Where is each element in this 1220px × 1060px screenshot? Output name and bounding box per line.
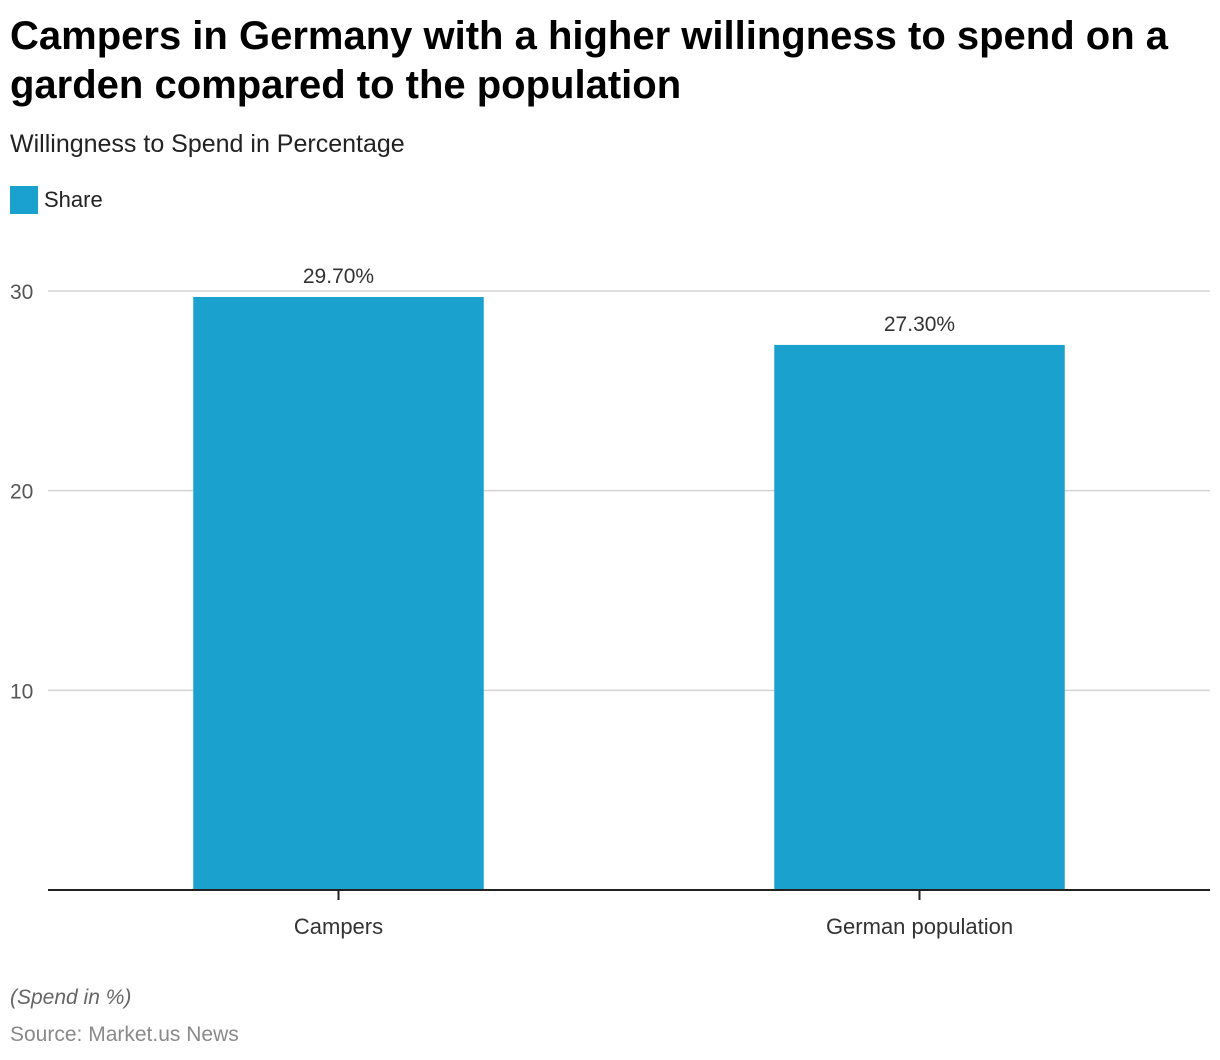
chart-source: Source: Market.us News	[10, 1023, 239, 1046]
x-tick-label: German population	[826, 914, 1013, 939]
data-label: 27.30%	[884, 313, 955, 336]
data-label: 29.70%	[303, 265, 374, 288]
legend-swatch-share	[10, 186, 38, 214]
y-tick-label: 10	[10, 680, 33, 703]
chart-note: (Spend in %)	[10, 986, 132, 1009]
y-tick-label: 30	[10, 281, 33, 304]
chart-subtitle: Willingness to Spend in Percentage	[10, 130, 405, 158]
x-tick-label: Campers	[294, 914, 383, 939]
legend-label-share: Share	[44, 187, 103, 212]
bar	[193, 296, 484, 890]
bar	[774, 344, 1065, 890]
chart-title: Campers in Germany with a higher willing…	[10, 14, 1169, 107]
legend: Share	[10, 186, 103, 214]
y-tick-label: 20	[10, 481, 33, 504]
